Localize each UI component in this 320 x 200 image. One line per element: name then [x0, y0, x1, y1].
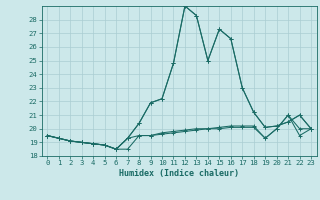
X-axis label: Humidex (Indice chaleur): Humidex (Indice chaleur) [119, 169, 239, 178]
